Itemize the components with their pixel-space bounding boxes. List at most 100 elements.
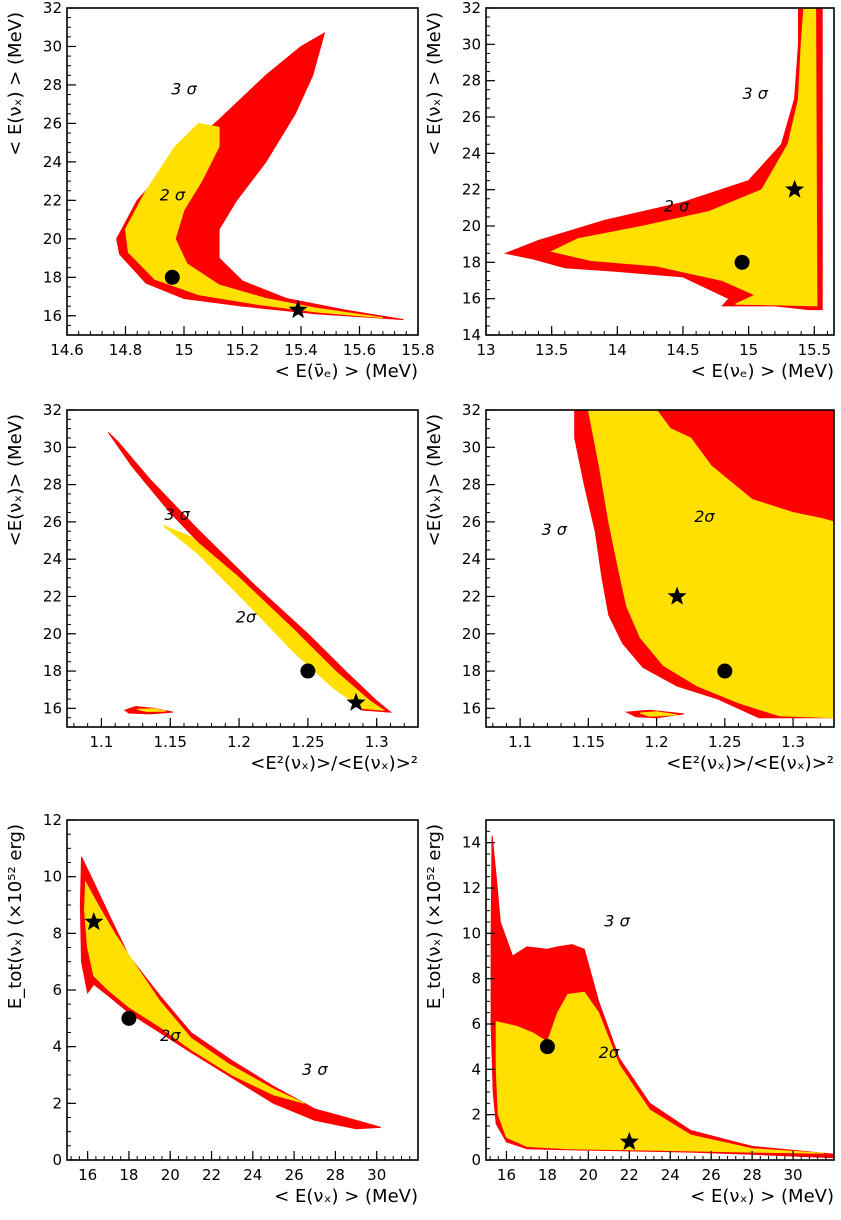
y-tick-label: 16: [462, 290, 481, 308]
region-2sigma-1: [163, 525, 386, 711]
x-tick-label: 28: [326, 1166, 345, 1184]
sigma-annotation: 2σ: [694, 507, 715, 526]
y-tick-label: 8: [52, 924, 62, 942]
y-axis-label: E_tot(νₓ) (×10⁵² erg): [5, 824, 26, 1009]
sigma-annotation: 3 σ: [171, 80, 197, 99]
x-axis-label: <E²(νₓ)>/<E(νₓ)>²: [666, 753, 834, 774]
y-tick-label: 12: [43, 811, 62, 829]
x-tick-label: 1.3: [365, 733, 389, 751]
y-tick-label: 16: [462, 699, 481, 717]
sigma-annotation: 3 σ: [743, 84, 769, 103]
y-tick-label: 2: [471, 1106, 481, 1124]
y-tick-label: 30: [43, 438, 62, 456]
y-tick-label: 22: [43, 191, 62, 209]
x-tick-label: 1.3: [781, 733, 805, 751]
y-tick-label: 10: [43, 868, 62, 886]
y-tick-label: 24: [43, 550, 62, 568]
x-tick-label: 1.15: [572, 733, 605, 751]
region-2sigma-2: [640, 711, 678, 717]
x-tick-label: 18: [119, 1166, 138, 1184]
y-tick-label: 4: [52, 1038, 62, 1056]
x-tick-label: 15: [739, 341, 758, 359]
y-tick-label: 22: [462, 181, 481, 199]
y-tick-label: 18: [462, 253, 481, 271]
x-tick-label: 22: [202, 1166, 221, 1184]
sigma-annotation: 2σ: [599, 1043, 620, 1062]
contour-regions: [574, 410, 834, 719]
circle-marker: [164, 269, 180, 285]
y-tick-label: 30: [43, 37, 62, 55]
x-tick-label: 1.2: [227, 733, 251, 751]
y-tick-label: 4: [471, 1060, 481, 1078]
y-tick-label: 6: [471, 1015, 481, 1033]
x-axis-label: < E(νₑ) > (MeV): [691, 361, 834, 382]
x-tick-label: 24: [661, 1166, 680, 1184]
y-tick-label: 26: [43, 513, 62, 531]
circle-marker: [300, 663, 316, 679]
x-tick-label: 14: [608, 341, 627, 359]
y-axis-label: E_tot(νₓ) (×10⁵² erg): [424, 824, 445, 1009]
x-tick-label: 13.5: [535, 341, 568, 359]
x-tick-label: 16: [497, 1166, 516, 1184]
y-tick-label: 28: [462, 72, 481, 90]
y-tick-label: 20: [43, 230, 62, 248]
y-tick-label: 6: [52, 981, 62, 999]
x-axis-label: < E(νₓ) > (MeV): [690, 1186, 834, 1207]
contour-regions: [79, 856, 381, 1130]
x-tick-label: 1.1: [89, 733, 113, 751]
y-tick-label: 20: [43, 625, 62, 643]
region-2sigma-2: [137, 708, 167, 713]
y-tick-label: 14: [462, 834, 481, 852]
x-tick-label: 14.8: [109, 341, 142, 359]
x-tick-label: 18: [538, 1166, 557, 1184]
x-tick-label: 30: [784, 1166, 803, 1184]
x-tick-label: 15.4: [284, 341, 317, 359]
x-tick-label: 20: [579, 1166, 598, 1184]
star-marker: [667, 586, 687, 605]
star-marker: [785, 179, 805, 198]
contour-regions: [490, 835, 834, 1159]
x-tick-label: 14.6: [50, 341, 83, 359]
y-tick-label: 28: [43, 76, 62, 94]
y-tick-label: 0: [471, 1151, 481, 1169]
x-tick-label: 15.2: [226, 341, 259, 359]
region-2sigma-1: [587, 410, 834, 719]
y-tick-label: 32: [43, 0, 62, 17]
star-marker: [288, 300, 308, 319]
star-marker: [619, 1131, 639, 1150]
y-tick-label: 26: [462, 108, 481, 126]
region-2sigma-1: [124, 122, 383, 319]
y-tick-label: 28: [462, 476, 481, 494]
x-tick-label: 24: [243, 1166, 262, 1184]
circle-marker: [734, 254, 750, 270]
x-tick-label: 30: [367, 1166, 386, 1184]
y-tick-label: 18: [43, 662, 62, 680]
y-axis-label: < E(νₓ) > (MeV): [424, 12, 445, 156]
x-tick-label: 14.5: [666, 341, 699, 359]
y-tick-label: 30: [462, 35, 481, 53]
x-axis-label: < E(ν̄ₑ) > (MeV): [275, 361, 418, 382]
x-tick-label: 1.15: [154, 733, 187, 751]
x-tick-label: 15.5: [798, 341, 831, 359]
y-tick-label: 32: [462, 401, 481, 419]
y-tick-label: 16: [43, 699, 62, 717]
y-tick-label: 2: [52, 1094, 62, 1112]
y-axis-label: <E(νₓ)> (MeV): [5, 414, 26, 546]
y-tick-label: 10: [462, 924, 481, 942]
x-tick-label: 15.8: [401, 341, 434, 359]
x-tick-label: 13: [476, 341, 495, 359]
region-2sigma-1: [83, 880, 305, 1104]
x-tick-label: 1.25: [291, 733, 324, 751]
y-tick-label: 18: [43, 268, 62, 286]
y-tick-label: 20: [462, 625, 481, 643]
sigma-annotation: 2 σ: [160, 185, 186, 204]
x-tick-label: 28: [743, 1166, 762, 1184]
y-tick-label: 22: [462, 587, 481, 605]
y-tick-label: 24: [462, 144, 481, 162]
y-tick-label: 26: [462, 513, 481, 531]
y-tick-label: 26: [43, 114, 62, 132]
x-tick-label: 15: [174, 341, 193, 359]
